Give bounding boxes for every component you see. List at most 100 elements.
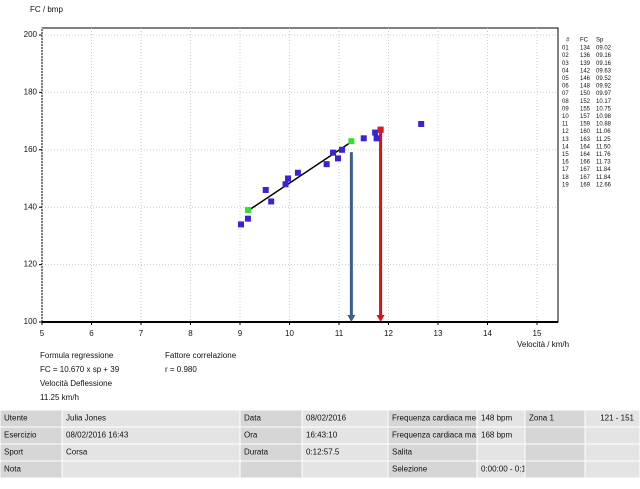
note: Velocità Deflessione: [40, 379, 113, 388]
list-cell: 17: [562, 167, 569, 173]
data-point: [294, 169, 301, 176]
table-cell: [61, 460, 241, 479]
data-point: [338, 146, 345, 153]
table-text: Frequenza cardiaca max: [392, 431, 480, 440]
note: r = 0.980: [165, 365, 197, 374]
data-point: [244, 207, 251, 214]
table-text: Utente: [4, 414, 28, 423]
list-cell: 10: [562, 114, 569, 120]
data-point: [335, 155, 342, 162]
data-point: [244, 215, 251, 222]
table-text: Sport: [4, 448, 24, 457]
x-tick-label: 8: [188, 329, 193, 338]
list-cell: 166: [580, 160, 591, 166]
list-cell: 18: [562, 175, 569, 181]
list-cell: 16: [562, 160, 569, 166]
x-tick-label: 13: [434, 329, 443, 338]
table-cell: [524, 460, 586, 479]
data-point: [323, 161, 330, 168]
list-cell: 10.17: [596, 99, 612, 105]
data-point: [373, 135, 380, 142]
list-cell: 160: [580, 129, 591, 135]
x-tick-label: 7: [139, 329, 144, 338]
data-point: [285, 175, 292, 182]
table-text: 08/02/2016 16:43: [66, 431, 129, 440]
table-cell: [584, 426, 640, 445]
table-text: Julia Jones: [66, 414, 106, 423]
list-cell: 19: [562, 182, 569, 188]
note: 11.25 km/h: [40, 393, 79, 402]
data-point: [418, 120, 425, 127]
list-cell: 01: [562, 46, 569, 52]
list-cell: 03: [562, 61, 569, 67]
y-tick-label: 140: [24, 202, 38, 211]
list-cell: 02: [562, 53, 569, 59]
list-cell: 14: [562, 144, 569, 150]
arrow-head: [347, 315, 356, 322]
note: Fattore correlazione: [165, 351, 237, 360]
list-cell: 11: [562, 122, 569, 128]
list-cell: 04: [562, 68, 569, 74]
table-text: Nota: [4, 465, 21, 474]
table-text: 168 bpm: [481, 431, 512, 440]
x-tick-label: 15: [533, 329, 542, 338]
data-point: [282, 181, 289, 188]
table-cell: [61, 443, 241, 462]
table-text: Corsa: [66, 448, 88, 457]
list-cell: 134: [580, 46, 591, 52]
y-axis-label: FC / bmp: [30, 5, 63, 14]
table-cell: [476, 443, 526, 462]
table-text: 0:12:57.5: [306, 448, 340, 457]
table-text: 121 - 151: [600, 414, 634, 423]
list-cell: 09.97: [596, 91, 612, 97]
list-cell: 09.16: [596, 53, 612, 59]
x-tick-label: 11: [335, 329, 344, 338]
list-cell: 152: [580, 99, 591, 105]
list-cell: 11.50: [596, 144, 611, 150]
data-point: [330, 149, 337, 156]
table-text: Esercizio: [4, 431, 37, 440]
list-cell: 08: [562, 99, 569, 105]
list-cell: 11.84: [596, 175, 611, 181]
list-cell: 09.02: [596, 46, 612, 52]
data-point: [348, 138, 355, 145]
data-point: [377, 126, 384, 133]
list-cell: 157: [580, 114, 591, 120]
arrow-head: [376, 315, 385, 322]
note: FC = 10.670 x sp + 39: [40, 365, 120, 374]
data-point: [268, 198, 275, 205]
x-tick-label: 5: [40, 329, 45, 338]
list-cell: 164: [580, 144, 591, 150]
list-cell: 155: [580, 106, 591, 112]
table-text: 148 bpm: [481, 414, 512, 423]
list-cell: 09.52: [596, 76, 612, 82]
x-tick-label: 10: [285, 329, 294, 338]
table-cell: [524, 443, 586, 462]
list-cell: 10.75: [596, 106, 612, 112]
x-tick-label: 14: [483, 329, 492, 338]
table-cell: [301, 460, 389, 479]
list-cell: 09.16: [596, 61, 612, 67]
table-text: 08/02/2016: [306, 414, 347, 423]
table-text: Data: [244, 414, 261, 423]
note: Formula regressione: [40, 351, 114, 360]
list-cell: 11.84: [596, 167, 611, 173]
list-cell: 169: [580, 182, 591, 188]
list-cell: 136: [580, 53, 591, 59]
y-tick-label: 100: [24, 317, 38, 326]
list-cell: 11.73: [596, 160, 611, 166]
table-text: Frequenza cardiaca media: [392, 414, 487, 423]
list-header: FC: [580, 38, 589, 44]
x-tick-label: 6: [89, 329, 94, 338]
list-cell: 150: [580, 91, 591, 97]
list-cell: 06: [562, 84, 569, 90]
list-cell: 11.06: [596, 129, 611, 135]
list-cell: 09: [562, 106, 569, 112]
table-text: Zona 1: [529, 414, 554, 423]
list-cell: 15: [562, 152, 569, 158]
data-point: [372, 129, 379, 136]
table-cell: [239, 460, 303, 479]
table-cell: [584, 443, 640, 462]
list-cell: 146: [580, 76, 591, 82]
